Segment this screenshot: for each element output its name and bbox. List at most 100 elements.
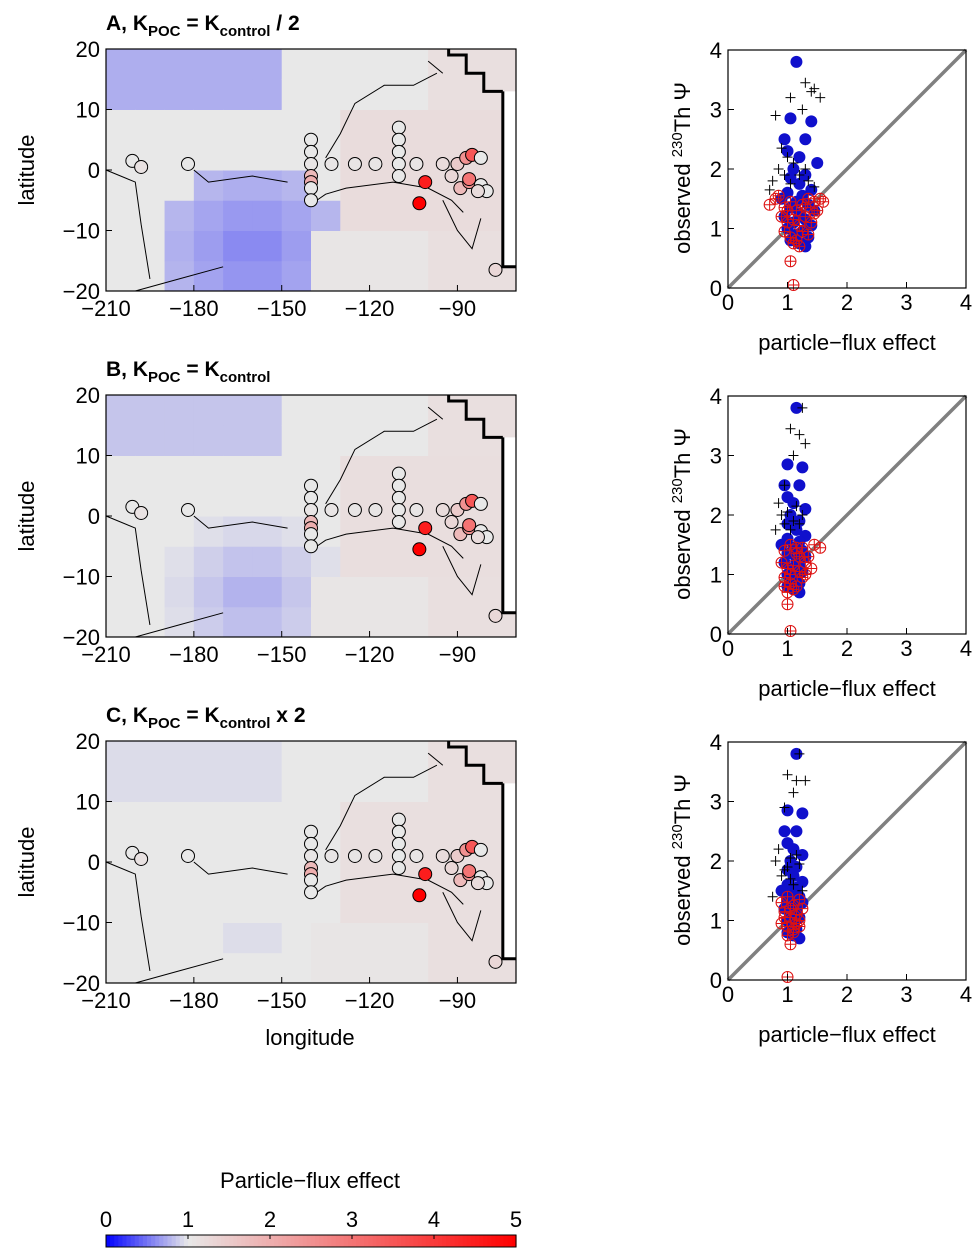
scatter-panel-b: 0 1 2 3 4 0 1 2 3 4 (710, 384, 972, 661)
colorbar-cell (249, 1235, 255, 1247)
x-tick-label: 2 (841, 636, 853, 661)
colorbar-cell (352, 1235, 357, 1247)
field-cell (135, 425, 166, 456)
station-marker (304, 181, 318, 196)
field-cell (223, 516, 253, 547)
field-cell (164, 922, 195, 954)
scatter-point-plus (794, 518, 805, 529)
field-cell (223, 771, 253, 802)
x-tick-label: −180 (169, 988, 219, 1013)
scatter-point-circle-plus (805, 562, 818, 575)
x-tick-label: 0 (722, 636, 734, 661)
colorbar-cell (188, 1235, 193, 1247)
field-cell (398, 741, 429, 772)
colorbar-cell (380, 1235, 386, 1247)
field-cell (223, 576, 253, 608)
y-tick-label: 0 (710, 276, 722, 301)
scatter-point-circle-plus (793, 240, 806, 253)
colorbar-cell (479, 1235, 484, 1247)
scatter-point-filled (811, 157, 824, 170)
y-tick-label: 20 (76, 729, 100, 754)
field-cell (193, 139, 224, 171)
colorbar-cell (466, 1235, 472, 1247)
scatter-point-circle-plus (787, 926, 800, 939)
station-marker (391, 812, 406, 827)
field-cell (281, 606, 312, 638)
scatter-point-plus (788, 515, 799, 526)
field-cell (281, 576, 312, 608)
colorbar-cell (212, 1235, 218, 1247)
field-cell (311, 200, 341, 231)
field-cell (311, 79, 341, 110)
scatter-point-filled (799, 133, 812, 146)
colorbar-cell (483, 1235, 488, 1247)
colorbar-cell (224, 1235, 230, 1247)
y-tick-label: 3 (710, 790, 722, 815)
field-cell (106, 200, 136, 231)
field-cell (281, 771, 312, 802)
field-cell (369, 922, 400, 954)
scatter-point-plus (806, 86, 817, 97)
scatter-point-plus (764, 184, 775, 195)
colorbar-title: Particle−flux effect (220, 1168, 400, 1193)
field-cell (311, 395, 341, 426)
scatter-point-plus (776, 870, 787, 881)
y-tick-label: 2 (710, 849, 722, 874)
field-cell (311, 576, 341, 608)
station-marker (488, 262, 503, 277)
contour-line (105, 861, 151, 971)
field-cell (106, 170, 136, 201)
scatter-point-circle-plus (778, 911, 791, 924)
scatter-point-circle-plus (775, 917, 788, 930)
contour-line (135, 266, 224, 292)
scatter-point-filled (796, 461, 809, 474)
field-cell (311, 230, 341, 262)
colorbar-cell (196, 1235, 201, 1247)
field-cell (486, 49, 517, 80)
contour-line (325, 764, 438, 851)
colorbar-cell (274, 1235, 279, 1247)
scatter-point-plus (815, 92, 826, 103)
station-marker (304, 836, 318, 851)
contour-line (442, 546, 482, 596)
field-cell (164, 79, 195, 110)
colorbar-tick-label: 4 (428, 1207, 440, 1232)
colorbar-cell (270, 1235, 275, 1247)
map-xlabel: longitude (265, 1025, 354, 1050)
y-tick-label: 2 (710, 157, 722, 182)
colorbar-cell (290, 1235, 296, 1247)
colorbar-cell (319, 1235, 324, 1247)
scatter-point-filled (787, 497, 800, 510)
field-cell (252, 455, 283, 487)
scatter-point-circle-plus (763, 198, 776, 211)
colorbar-cell (179, 1235, 185, 1247)
scatter-point-plus (794, 429, 805, 440)
x-tick-label: 0 (722, 290, 734, 315)
field-cell (164, 546, 195, 577)
field-cell (281, 395, 312, 426)
field-cell (193, 546, 224, 577)
y-tick-label: 20 (76, 383, 100, 408)
station-marker (324, 156, 339, 171)
colorbar-cell (401, 1235, 406, 1247)
x-tick-label: 1 (781, 982, 793, 1007)
field-cell (106, 606, 136, 638)
field-cell (252, 395, 283, 426)
field-cell (135, 79, 166, 110)
colorbar-cell (421, 1235, 427, 1247)
colorbar-cell (335, 1235, 341, 1247)
field-cell (252, 892, 283, 923)
field-cell (398, 952, 429, 984)
colorbar-cell (147, 1235, 152, 1247)
colorbar-tick-label: 1 (182, 1207, 194, 1232)
y-tick-label: 0 (88, 850, 100, 875)
scatter-point-plus (767, 175, 778, 186)
station-marker (391, 478, 406, 493)
colorbar-cell (122, 1235, 128, 1247)
x-tick-label: −90 (439, 642, 476, 667)
station-marker (412, 196, 427, 211)
colorbar-cell (397, 1235, 402, 1247)
field-cell (164, 455, 195, 487)
contour-line (193, 515, 288, 529)
colorbar-cell (237, 1235, 242, 1247)
